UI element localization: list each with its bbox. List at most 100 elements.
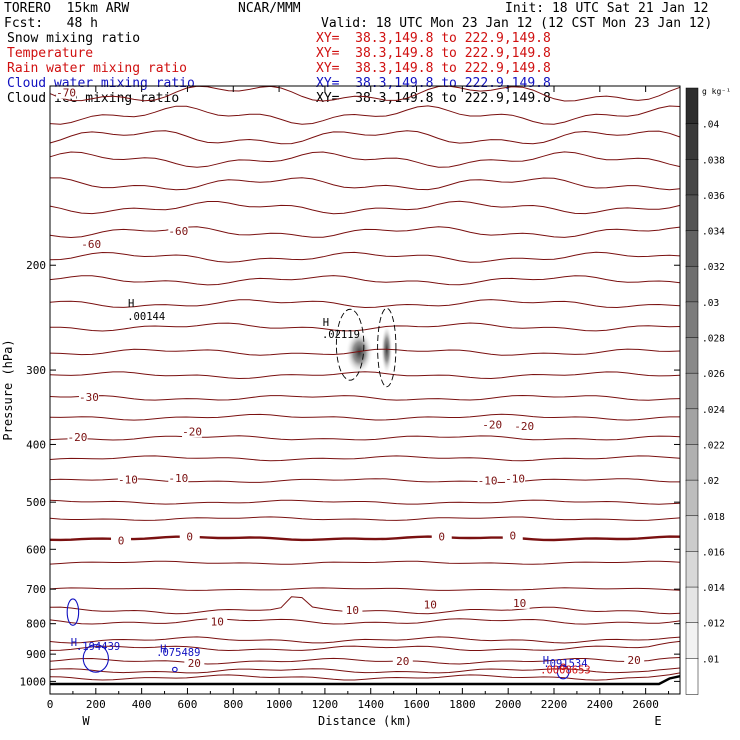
maximum-value-label: .0008653 — [540, 665, 591, 677]
colorbar-segment — [685, 622, 699, 660]
isotherm-line — [49, 226, 681, 239]
isotherm-line — [49, 560, 681, 565]
isotherm-label: -20 — [68, 431, 88, 444]
isotherm-label: -20 — [182, 426, 202, 439]
isotherm-label: 0 — [186, 530, 193, 543]
colorbar-segment — [685, 194, 699, 232]
colorbar-segment — [685, 551, 699, 588]
cloud-ice-contour — [335, 308, 365, 381]
colorbar-tick-label: .03 — [702, 298, 719, 309]
field-label-temperature: Temperature — [7, 46, 94, 61]
isotherm-line — [49, 657, 681, 665]
isotherm-line — [49, 371, 681, 380]
isotherm-label-bg — [111, 534, 132, 547]
isotherm-label-bg — [509, 596, 530, 609]
isotherm-line — [49, 672, 681, 681]
isotherm-label: -20 — [482, 419, 502, 432]
colorbar-segment — [685, 337, 699, 374]
colorbar-tick-label: .032 — [702, 262, 725, 273]
y-tick-label: 200 — [26, 259, 46, 272]
isotherm-label-bg — [431, 530, 452, 543]
field-xy-temperature: XY= 38.3,149.8 to 222.9,149.8 — [316, 46, 551, 61]
colorbar-segment — [685, 301, 699, 339]
isotherm-line — [49, 435, 681, 441]
isotherm-label-bg — [56, 86, 77, 99]
colorbar-tick-label: .014 — [702, 583, 725, 594]
isotherm-label: 10 — [346, 604, 359, 617]
isotherm-label: 10 — [211, 615, 224, 628]
isotherm-label-bg — [420, 598, 441, 611]
isotherm-label: -30 — [79, 391, 99, 404]
rain-contour — [559, 663, 567, 671]
colorbar-tick-label: .034 — [702, 227, 725, 238]
isotherm-line — [49, 151, 681, 168]
east-label: E — [654, 714, 661, 728]
cloud-water-contour — [82, 644, 109, 673]
isotherm-label: 20 — [396, 655, 409, 668]
colorbar-segment — [685, 372, 699, 410]
colorbar-tick-label: .022 — [702, 440, 725, 451]
maximum-value-label: .00144 — [127, 311, 165, 323]
maximum-value-label: .075489 — [156, 647, 200, 659]
isotherm-label-bg — [67, 430, 88, 443]
colorbar-tick-label: .016 — [702, 547, 725, 558]
y-tick-label: 900 — [26, 648, 46, 661]
isotherm-label-bg — [392, 655, 413, 668]
colorbar-tick-label: .036 — [702, 191, 725, 202]
high-marker: H — [128, 298, 134, 310]
x-tick-label: 200 — [86, 698, 106, 711]
high-marker: H — [71, 637, 77, 649]
forecast-hour: Fcst: 48 h — [4, 16, 98, 31]
isotherm-line — [49, 299, 681, 309]
isotherm-label-bg — [207, 615, 228, 628]
isotherm-line — [50, 177, 681, 191]
isotherm-label-bg — [117, 473, 138, 486]
isotherm-line — [49, 394, 681, 401]
colorbar-tick-label: .02 — [702, 476, 719, 487]
isotherm-label-bg — [182, 425, 203, 438]
isotherm-label-bg — [81, 238, 102, 251]
colorbar-segment — [685, 479, 699, 517]
x-tick-label: 400 — [132, 698, 152, 711]
isotherm-line — [49, 455, 681, 462]
colorbar-segment — [685, 658, 699, 695]
x-tick-label: 2400 — [587, 698, 614, 711]
colorbar-tick-label: .024 — [702, 405, 725, 416]
isotherm-label: 0 — [509, 529, 516, 542]
x-tick-label: 0 — [47, 698, 54, 711]
colorbar-unit: g kg⁻¹ — [702, 87, 731, 96]
model-title: TORERO 15km ARW — [4, 1, 130, 16]
isotherm-line — [49, 535, 681, 542]
x-tick-label: 600 — [178, 698, 198, 711]
isotherm-label-bg — [502, 529, 523, 542]
isotherm-label: -60 — [168, 225, 188, 238]
colorbar-segment — [685, 586, 699, 624]
isotherm-label: -10 — [478, 475, 498, 488]
field-label-rain: Rain water mixing ratio — [7, 61, 188, 76]
high-marker: H — [323, 317, 329, 329]
isotherm-label: -10 — [168, 472, 188, 485]
x-axis-label: Distance (km) — [318, 714, 412, 728]
field-xy-snow: XY= 38.3,149.8 to 222.9,149.8 — [316, 31, 551, 46]
colorbar-tick-label: .028 — [702, 334, 725, 345]
terrain-line — [50, 675, 681, 686]
isotherm-line — [49, 322, 681, 332]
org-label: NCAR/MMM — [238, 1, 301, 16]
cloud-ice-contour — [377, 307, 397, 388]
isotherm-label-bg — [184, 657, 205, 670]
x-tick-label: 1000 — [266, 698, 293, 711]
colorbar-tick-label: .026 — [702, 369, 725, 380]
isotherm-line — [49, 130, 681, 145]
cloud-water-contour — [172, 666, 178, 673]
isotherm-label: -10 — [118, 474, 138, 487]
maximum-value-label: .02119 — [322, 329, 360, 341]
isotherm-line — [49, 105, 681, 125]
x-tick-label: 1800 — [449, 698, 476, 711]
field-xy-cloud-ice: XY= 38.3,149.8 to 222.9,149.8 — [316, 91, 551, 106]
colorbar-segment — [685, 87, 699, 125]
isotherm-label-bg — [505, 472, 526, 485]
x-tick-label: 800 — [223, 698, 243, 711]
isotherm-label: -60 — [81, 238, 101, 251]
colorbar-tick-label: .018 — [702, 512, 725, 523]
isotherm-line — [49, 499, 681, 505]
